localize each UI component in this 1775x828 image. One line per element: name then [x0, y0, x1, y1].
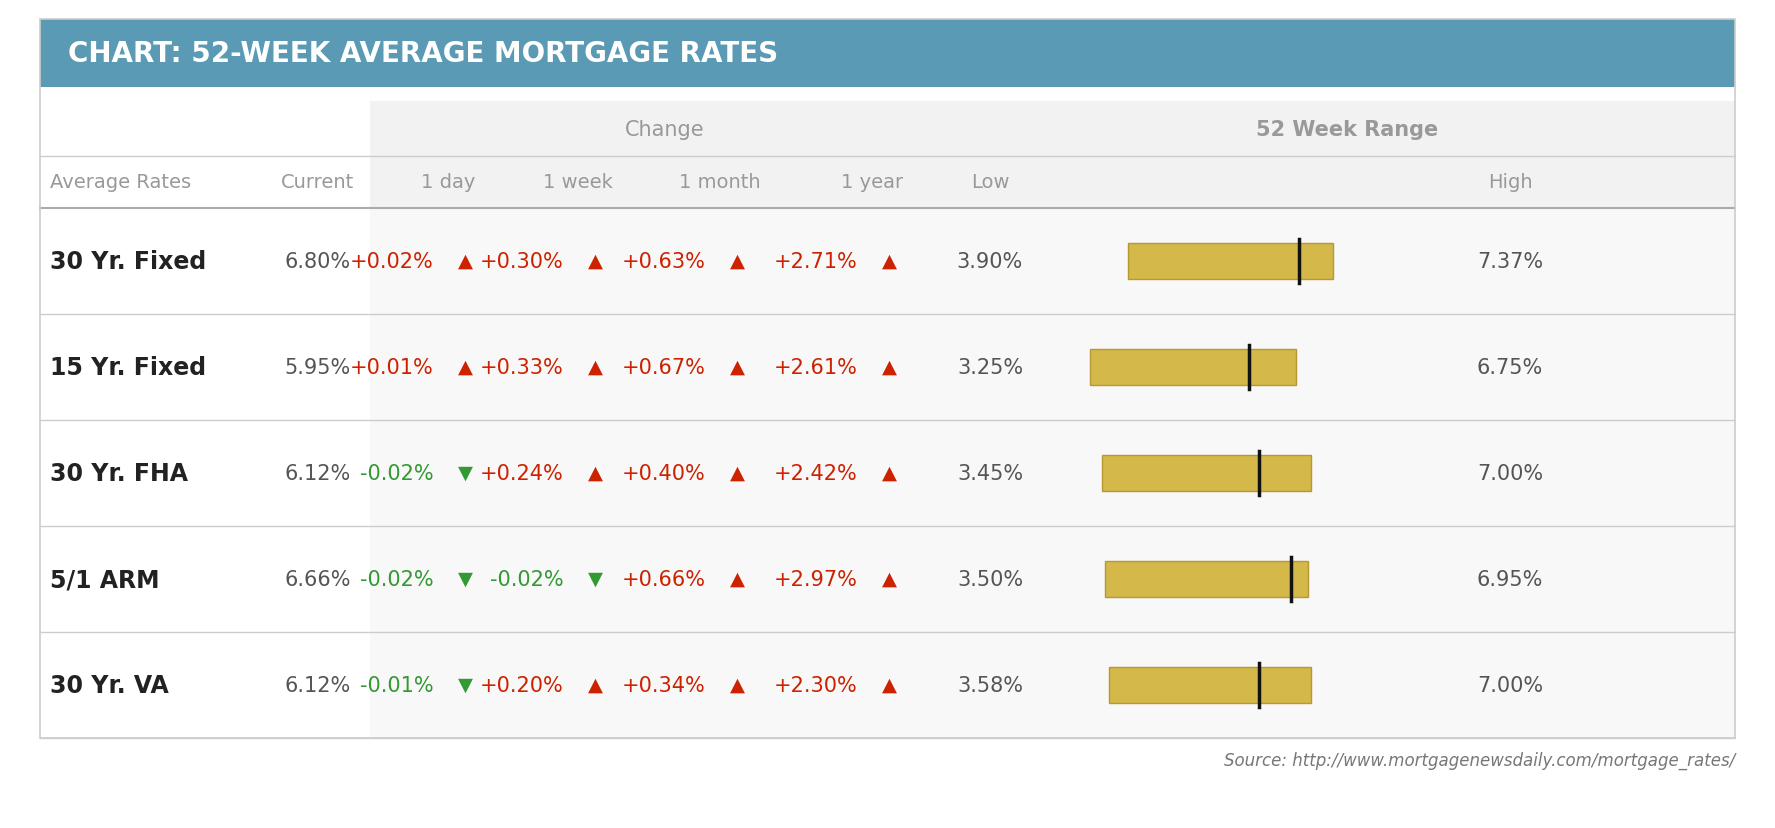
Text: Source: http://www.mortgagenewsdaily.com/mortgage_rates/: Source: http://www.mortgagenewsdaily.com… — [1223, 751, 1734, 769]
Text: ▲: ▲ — [730, 675, 746, 694]
FancyBboxPatch shape — [369, 527, 1734, 633]
Text: +2.30%: +2.30% — [774, 675, 857, 696]
Text: +2.97%: +2.97% — [774, 570, 857, 590]
Text: ▲: ▲ — [588, 251, 604, 270]
Text: 7.00%: 7.00% — [1477, 675, 1542, 696]
Text: ▲: ▲ — [882, 357, 896, 376]
Text: +0.40%: +0.40% — [623, 464, 706, 484]
Text: +0.30%: +0.30% — [481, 252, 564, 272]
Text: ▲: ▲ — [730, 463, 746, 482]
Text: 5.95%: 5.95% — [284, 358, 351, 378]
FancyBboxPatch shape — [369, 633, 1734, 738]
Text: 6.80%: 6.80% — [286, 252, 351, 272]
Text: 5/1 ARM: 5/1 ARM — [50, 567, 160, 591]
Text: 1 month: 1 month — [680, 173, 761, 192]
Text: 1 week: 1 week — [543, 173, 612, 192]
Text: -0.02%: -0.02% — [360, 570, 435, 590]
Text: +2.71%: +2.71% — [774, 252, 857, 272]
Text: 52 Week Range: 52 Week Range — [1257, 119, 1438, 139]
Text: ▲: ▲ — [882, 569, 896, 588]
Text: ▼: ▼ — [458, 569, 472, 588]
FancyBboxPatch shape — [369, 209, 1734, 315]
Text: ▲: ▲ — [588, 357, 604, 376]
Text: ▲: ▲ — [458, 251, 472, 270]
Text: ▲: ▲ — [588, 463, 604, 482]
Text: -0.02%: -0.02% — [360, 464, 435, 484]
Text: ▲: ▲ — [730, 251, 746, 270]
Text: ▼: ▼ — [458, 675, 472, 694]
Text: 6.75%: 6.75% — [1477, 358, 1542, 378]
Text: +2.61%: +2.61% — [774, 358, 857, 378]
Text: Average Rates: Average Rates — [50, 173, 192, 192]
FancyBboxPatch shape — [369, 421, 1734, 527]
Text: 30 Yr. VA: 30 Yr. VA — [50, 673, 169, 697]
Text: +0.01%: +0.01% — [350, 358, 435, 378]
Text: ▲: ▲ — [882, 251, 896, 270]
Text: +0.63%: +0.63% — [621, 252, 706, 272]
Text: ▲: ▲ — [730, 357, 746, 376]
FancyBboxPatch shape — [369, 315, 1734, 421]
Text: ▼: ▼ — [458, 463, 472, 482]
Text: +0.34%: +0.34% — [623, 675, 706, 696]
Text: 3.58%: 3.58% — [957, 675, 1022, 696]
FancyBboxPatch shape — [41, 102, 1734, 156]
Text: +0.20%: +0.20% — [481, 675, 564, 696]
Text: CHART: 52-WEEK AVERAGE MORTGAGE RATES: CHART: 52-WEEK AVERAGE MORTGAGE RATES — [67, 40, 777, 68]
Text: 3.25%: 3.25% — [957, 358, 1022, 378]
FancyBboxPatch shape — [1104, 561, 1308, 597]
FancyBboxPatch shape — [1090, 349, 1296, 386]
Text: +0.33%: +0.33% — [481, 358, 564, 378]
Text: +0.02%: +0.02% — [350, 252, 435, 272]
Text: High: High — [1487, 173, 1532, 192]
Text: 3.50%: 3.50% — [957, 570, 1022, 590]
Text: 6.12%: 6.12% — [284, 675, 351, 696]
FancyBboxPatch shape — [369, 156, 1734, 209]
Text: 6.66%: 6.66% — [284, 570, 351, 590]
Text: 1 year: 1 year — [841, 173, 903, 192]
Text: 3.90%: 3.90% — [957, 252, 1022, 272]
Text: 6.95%: 6.95% — [1477, 570, 1542, 590]
Text: ▲: ▲ — [730, 569, 746, 588]
Text: ▲: ▲ — [458, 357, 472, 376]
Text: Low: Low — [971, 173, 1010, 192]
Text: -0.02%: -0.02% — [490, 570, 564, 590]
Text: 3.45%: 3.45% — [957, 464, 1022, 484]
FancyBboxPatch shape — [41, 102, 369, 156]
FancyBboxPatch shape — [1109, 667, 1312, 703]
Text: 6.12%: 6.12% — [284, 464, 351, 484]
Text: ▲: ▲ — [882, 463, 896, 482]
Text: 30 Yr. Fixed: 30 Yr. Fixed — [50, 250, 206, 274]
Text: +0.24%: +0.24% — [481, 464, 564, 484]
Text: Current: Current — [282, 173, 355, 192]
Text: Change: Change — [625, 119, 705, 139]
Text: 15 Yr. Fixed: 15 Yr. Fixed — [50, 355, 206, 379]
Text: +0.67%: +0.67% — [621, 358, 706, 378]
FancyBboxPatch shape — [1102, 455, 1312, 491]
Text: 7.00%: 7.00% — [1477, 464, 1542, 484]
FancyBboxPatch shape — [1129, 243, 1333, 280]
Text: +2.42%: +2.42% — [774, 464, 857, 484]
Text: ▲: ▲ — [882, 675, 896, 694]
Text: 1 day: 1 day — [421, 173, 476, 192]
Text: ▼: ▼ — [588, 569, 604, 588]
Text: +0.66%: +0.66% — [621, 570, 706, 590]
Text: 30 Yr. FHA: 30 Yr. FHA — [50, 461, 188, 485]
Text: ▲: ▲ — [588, 675, 604, 694]
FancyBboxPatch shape — [41, 20, 1734, 88]
Text: 7.37%: 7.37% — [1477, 252, 1542, 272]
Text: -0.01%: -0.01% — [360, 675, 435, 696]
